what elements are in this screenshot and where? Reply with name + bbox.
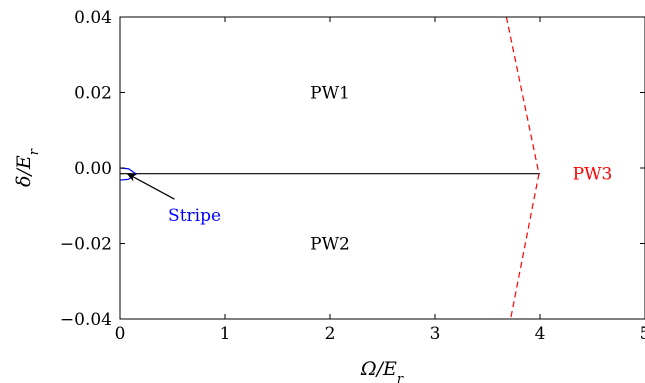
x-tick-label: 2 [325,324,336,344]
region-label: Stripe [168,206,221,226]
plot-frame [119,16,645,320]
y-tick-label: −0.04 [60,310,112,330]
annotation-arrow [126,173,175,200]
y-tick-label: 0.00 [74,159,112,179]
x-tick-label: 3 [430,324,441,344]
x-tick-label: 4 [535,324,546,344]
y-tick-label: 0.02 [74,84,112,104]
region-label: PW1 [310,84,350,104]
x-tick-label: 0 [115,324,126,344]
y-tick-label: 0.04 [74,8,112,28]
x-tick-label: 5 [640,324,645,344]
x-tick-label: 1 [220,324,231,344]
x-axis-label: Ω/Er [360,358,404,383]
region-label: PW2 [310,235,350,255]
y-axis-label: δ/Er [13,148,42,187]
y-tick-label: −0.02 [60,235,112,255]
region-label: PW3 [573,165,613,185]
series-line-1 [505,17,540,319]
